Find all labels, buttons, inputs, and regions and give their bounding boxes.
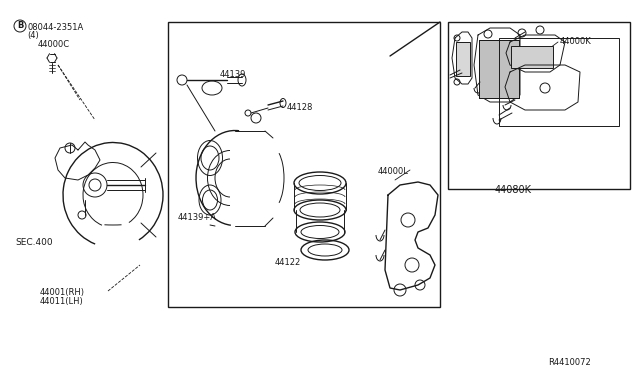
Bar bbox=[499, 38, 619, 126]
Text: 08044-2351A: 08044-2351A bbox=[27, 23, 83, 32]
Text: 44000L: 44000L bbox=[378, 167, 409, 176]
Text: (4): (4) bbox=[27, 31, 39, 40]
Text: B: B bbox=[17, 22, 23, 31]
Text: 44128: 44128 bbox=[287, 103, 314, 112]
Text: 44139: 44139 bbox=[220, 70, 246, 79]
Bar bbox=[168, 22, 440, 307]
Text: 44139+A: 44139+A bbox=[178, 213, 217, 222]
Bar bbox=[511, 46, 553, 68]
Bar bbox=[448, 22, 630, 189]
Bar bbox=[479, 40, 519, 98]
Text: 44011(LH): 44011(LH) bbox=[40, 297, 84, 306]
Text: 44000C: 44000C bbox=[38, 40, 70, 49]
Text: SEC.400: SEC.400 bbox=[15, 238, 52, 247]
Bar bbox=[479, 40, 519, 98]
Bar bbox=[456, 42, 470, 76]
Text: R4410072: R4410072 bbox=[548, 358, 591, 367]
Text: 44080K: 44080K bbox=[495, 185, 532, 195]
Text: 44000K: 44000K bbox=[560, 37, 592, 46]
Text: 44122: 44122 bbox=[275, 258, 301, 267]
Text: 44001(RH): 44001(RH) bbox=[40, 288, 85, 297]
